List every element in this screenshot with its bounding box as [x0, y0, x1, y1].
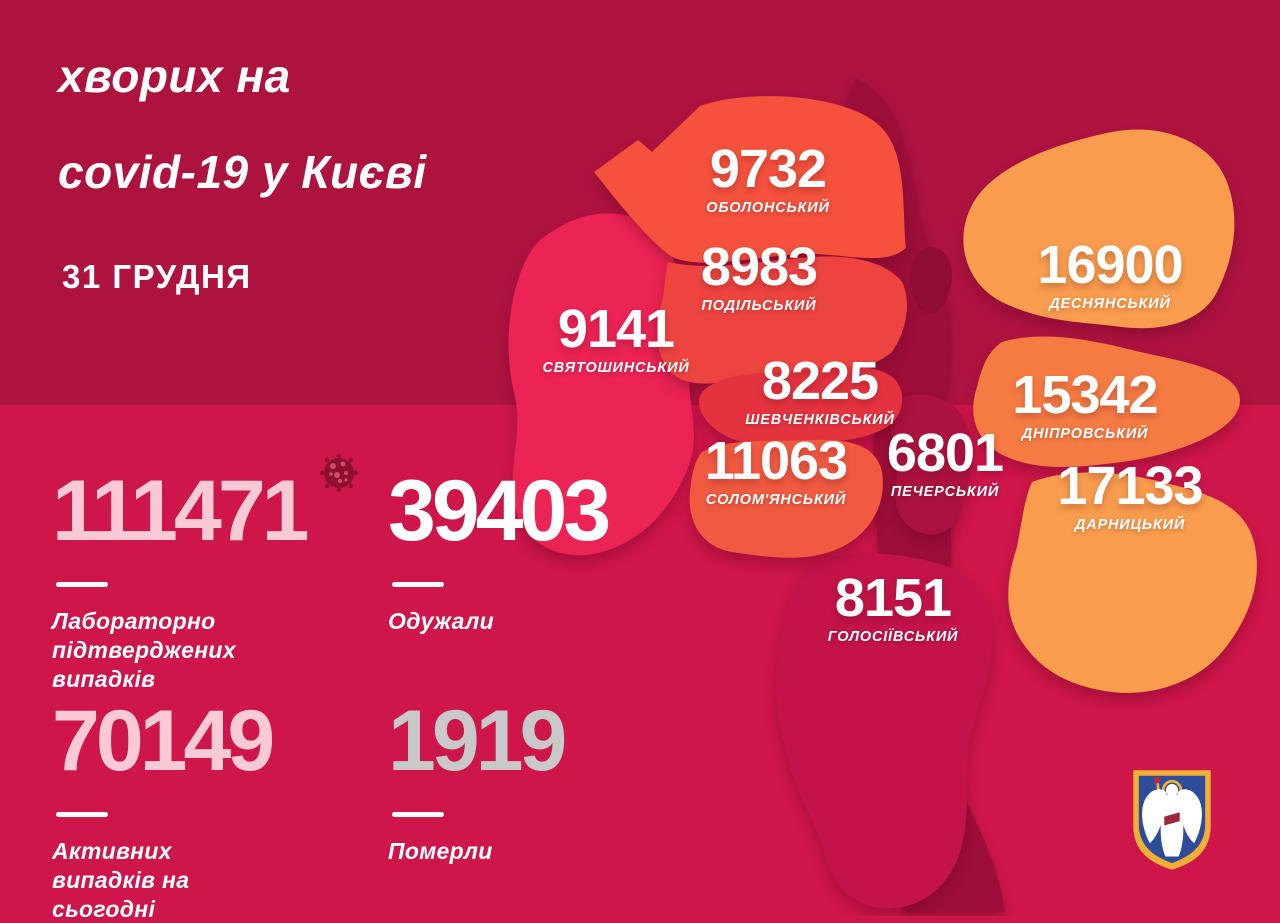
stat-divider: [56, 812, 108, 817]
page-title-line1: хворих на: [58, 50, 291, 102]
district-value: 15342: [1012, 365, 1158, 425]
stat-divider: [392, 582, 444, 587]
stat-active-value: 70149: [52, 693, 275, 789]
district-name: ДАРНИЦЬКИЙ: [1074, 517, 1186, 533]
district-name: ШЕВЧЕНКІВСЬКИЙ: [745, 412, 895, 428]
district-value: 8225: [761, 351, 879, 411]
district-label-dniprovskyi: 15342 ДНІПРОВСЬКИЙ: [1012, 365, 1158, 442]
district-label-svyatoshynskyi: 9141 СВЯТОШИНСЬКИЙ: [542, 302, 689, 376]
district-name: ОБОЛОНСЬКИЙ: [706, 200, 830, 216]
district-svyatoshynskyi: [508, 213, 695, 556]
district-value: 6801: [886, 423, 1004, 483]
district-value: 8151: [834, 568, 952, 628]
coronavirus-icon: [319, 453, 359, 493]
stat-confirmed: 111471 Лабораторно підтверджених випадкі…: [52, 463, 309, 693]
stat-confirmed-label: Лабораторно підтверджених випадків: [52, 608, 236, 692]
district-label-desnianskyi: 16900 ДЕСНЯНСЬКИЙ: [1037, 235, 1183, 312]
kyiv-coat-of-arms-icon: [1133, 770, 1211, 870]
district-shevchenkivskyi: [699, 366, 903, 445]
river-island-shape: [910, 247, 952, 314]
district-name: ГОЛОСІЇВСЬКИЙ: [827, 629, 959, 645]
stat-divider: [56, 582, 108, 587]
district-pecherskyi: [890, 394, 971, 535]
page-title-line2: covid-19 у Києві: [58, 146, 427, 198]
district-label-darnytskyi: 17133 ДАРНИЦЬКИЙ: [1057, 456, 1203, 533]
report-date: 31 ГРУДНЯ: [62, 258, 252, 295]
district-holosiivskyi: [775, 553, 993, 909]
district-name: ДЕСНЯНСЬКИЙ: [1049, 296, 1171, 312]
stat-deaths-value: 1919: [388, 693, 567, 789]
stat-confirmed-value: 111471: [52, 463, 309, 559]
stat-deaths: 1919 Померли: [388, 693, 567, 866]
district-obolonskyi: [594, 96, 906, 263]
district-label-shevchenkivskyi: 8225 ШЕВЧЕНКІВСЬКИЙ: [745, 354, 895, 428]
district-label-obolonskyi: 9732 ОБОЛОНСЬКИЙ: [706, 142, 829, 216]
district-value: 17133: [1057, 456, 1203, 516]
district-value: 9141: [557, 299, 675, 359]
stat-recovered-value: 39403: [388, 463, 611, 559]
district-podilskyi: [657, 256, 907, 384]
district-name: СВЯТОШИНСЬКИЙ: [542, 360, 690, 376]
district-value: 16900: [1037, 235, 1183, 295]
stat-active-label: Активних випадків на сьогодні: [52, 838, 190, 922]
district-value: 9732: [709, 139, 827, 199]
district-value: 11063: [704, 431, 848, 491]
stat-recovered-label: Одужали: [388, 608, 494, 634]
district-desnianskyi: [963, 129, 1235, 329]
district-label-podilskyi: 8983 ПОДІЛЬСЬКИЙ: [700, 237, 818, 314]
district-value: 8983: [700, 237, 818, 297]
stat-active: 70149 Активних випадків на сьогодні: [52, 693, 275, 923]
district-dniprovskyi: [973, 336, 1240, 467]
stat-deaths-label: Померли: [388, 838, 493, 864]
district-label-pecherskyi: 6801 ПЕЧЕРСЬКИЙ: [886, 423, 1004, 500]
district-label-holosiivskyi: 8151 ГОЛОСІЇВСЬКИЙ: [828, 571, 959, 645]
district-name: ПОДІЛЬСЬКИЙ: [701, 298, 817, 314]
district-label-solomyanskyi: 11063 СОЛОМ'ЯНСЬКИЙ: [704, 431, 848, 508]
district-darnytskyi: [1008, 472, 1257, 693]
district-name: ДНІПРОВСЬКИЙ: [1021, 426, 1149, 442]
page-title: хворих на covid-19 у Києві: [58, 28, 427, 220]
stat-divider: [392, 812, 444, 817]
district-name: СОЛОМ'ЯНСЬКИЙ: [705, 492, 847, 508]
district-name: ПЕЧЕРСЬКИЙ: [890, 484, 1000, 500]
district-solomyanskyi: [689, 439, 883, 558]
stat-recovered: 39403 Одужали: [388, 463, 611, 636]
